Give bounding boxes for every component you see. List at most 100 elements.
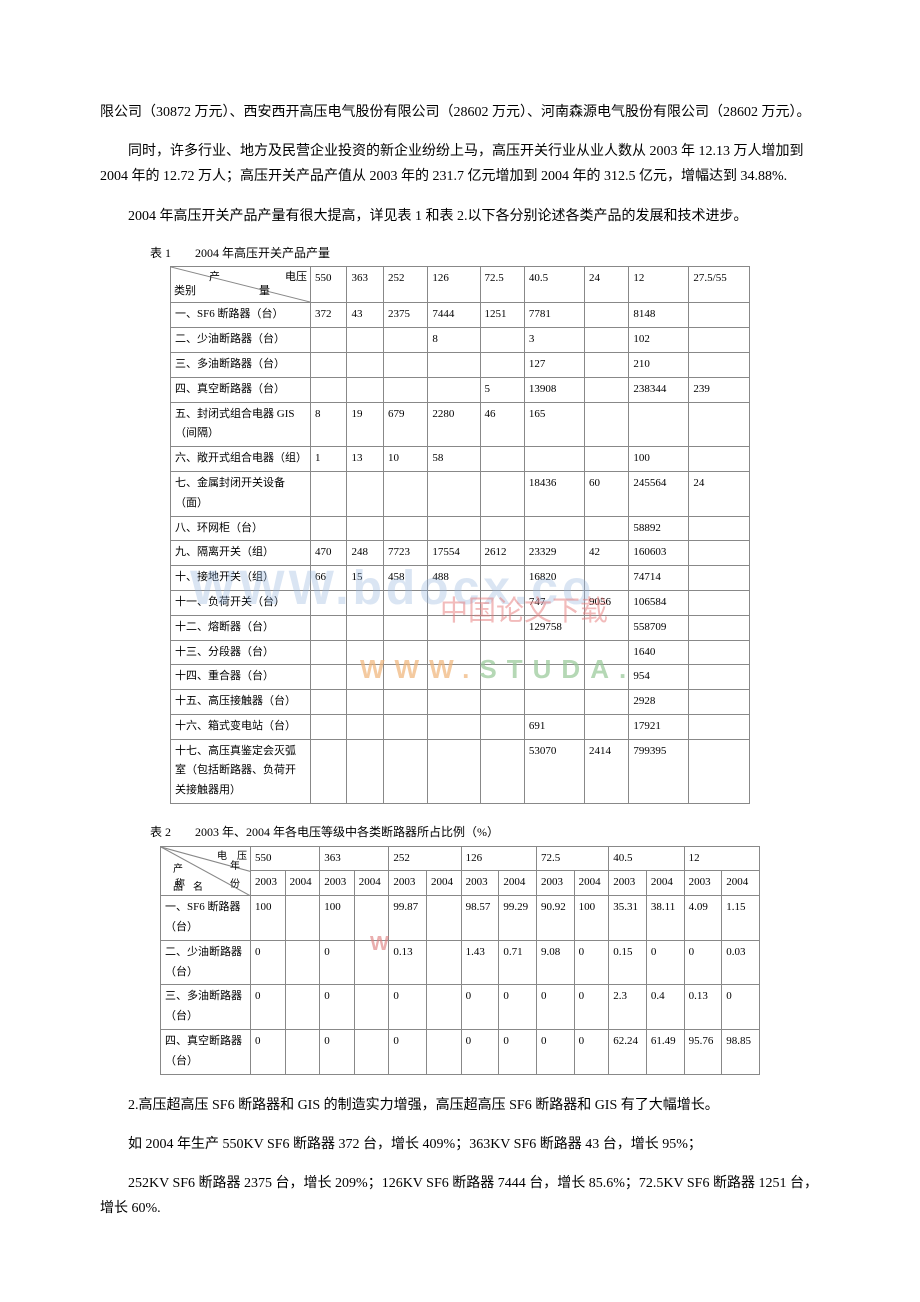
- cell: 95.76: [684, 1030, 722, 1075]
- cell: [285, 896, 320, 941]
- cell: [347, 352, 383, 377]
- cell: 100: [574, 896, 609, 941]
- cell: [524, 640, 584, 665]
- cell: 248: [347, 541, 383, 566]
- table-row: 三、多油断路器（台）00000002.30.40.130: [161, 985, 760, 1030]
- t1-col: 252: [383, 267, 427, 303]
- cell: [480, 471, 524, 516]
- cell: 2612: [480, 541, 524, 566]
- cell: 102: [629, 328, 689, 353]
- row-label: 四、真空断路器（台）: [161, 1030, 251, 1075]
- row-label: 三、多油断路器（台）: [171, 352, 311, 377]
- row-label: 十五、高压接触器（台）: [171, 690, 311, 715]
- diag-label-voltage: 电压: [285, 268, 307, 288]
- cell: 38.11: [646, 896, 684, 941]
- t2-group: 126: [461, 846, 536, 871]
- cell: [383, 516, 427, 541]
- cell: [689, 541, 750, 566]
- cell: 0.13: [389, 940, 427, 985]
- t2-subcol: 2003: [251, 871, 286, 896]
- t2-subcol: 2003: [389, 871, 427, 896]
- cell: 129758: [524, 615, 584, 640]
- cell: 9056: [584, 590, 628, 615]
- table-row: 二、少油断路器（台）83102: [171, 328, 750, 353]
- t2-subcol: 2003: [320, 871, 355, 896]
- cell: [347, 471, 383, 516]
- cell: [584, 665, 628, 690]
- cell: [311, 516, 347, 541]
- cell: [584, 615, 628, 640]
- cell: [428, 640, 480, 665]
- cell: 98.57: [461, 896, 499, 941]
- t1-col: 72.5: [480, 267, 524, 303]
- t2-subcol: 2004: [499, 871, 537, 896]
- cell: [311, 590, 347, 615]
- cell: 1640: [629, 640, 689, 665]
- t1-col: 363: [347, 267, 383, 303]
- t1-col: 27.5/55: [689, 267, 750, 303]
- cell: [689, 516, 750, 541]
- cell: 0: [684, 940, 722, 985]
- table1: 产 电压 量 类别 550 363 252 126 72.5 40.5 24 1…: [170, 266, 750, 804]
- cell: 46: [480, 402, 524, 447]
- cell: 799395: [629, 739, 689, 803]
- cell: [480, 566, 524, 591]
- cell: [347, 590, 383, 615]
- t1-col: 550: [311, 267, 347, 303]
- table1-caption: 表 1 2004 年高压开关产品产量: [150, 243, 820, 265]
- t2-subcol: 2003: [536, 871, 574, 896]
- row-label: 一、SF6 断路器（台）: [171, 303, 311, 328]
- t2-subcol: 2004: [722, 871, 760, 896]
- cell: 691: [524, 714, 584, 739]
- row-label: 十、接地开关（组）: [171, 566, 311, 591]
- cell: [689, 665, 750, 690]
- row-label: 九、隔离开关（组）: [171, 541, 311, 566]
- cell: 7781: [524, 303, 584, 328]
- cell: 0: [320, 940, 355, 985]
- cell: 1.43: [461, 940, 499, 985]
- cell: 10: [383, 447, 427, 472]
- cell: [383, 377, 427, 402]
- cell: 19: [347, 402, 383, 447]
- cell: 35.31: [609, 896, 647, 941]
- cell: [689, 590, 750, 615]
- table-row: 五、封闭式组合电器 GIS（间隔）819679228046165: [171, 402, 750, 447]
- cell: [347, 690, 383, 715]
- cell: 42: [584, 541, 628, 566]
- table-row: 一、SF6 断路器（台）3724323757444125177818148: [171, 303, 750, 328]
- t2-group: 550: [251, 846, 320, 871]
- cell: [347, 739, 383, 803]
- cell: 210: [629, 352, 689, 377]
- cell: [427, 940, 462, 985]
- cell: [311, 471, 347, 516]
- cell: [584, 690, 628, 715]
- cell: 60: [584, 471, 628, 516]
- table-row: 九、隔离开关（组）4702487723175542612233294216060…: [171, 541, 750, 566]
- cell: [480, 447, 524, 472]
- row-label: 十四、重合器（台）: [171, 665, 311, 690]
- cell: 2280: [428, 402, 480, 447]
- cell: 7444: [428, 303, 480, 328]
- row-label: 十一、负荷开关（台）: [171, 590, 311, 615]
- table-row: 十二、熔断器（台）129758558709: [171, 615, 750, 640]
- table-row: 四、真空断路器（台）000000062.2461.4995.7698.85: [161, 1030, 760, 1075]
- cell: 106584: [629, 590, 689, 615]
- table2-corner-cell: 电 压 产品 名 年份 称: [161, 846, 251, 896]
- cell: 0: [536, 985, 574, 1030]
- cell: 245564: [629, 471, 689, 516]
- t2-subcol: 2003: [684, 871, 722, 896]
- table-row: 八、环网柜（台）58892: [171, 516, 750, 541]
- cell: 747: [524, 590, 584, 615]
- cell: [354, 940, 389, 985]
- cell: 2928: [629, 690, 689, 715]
- cell: [689, 739, 750, 803]
- cell: [285, 1030, 320, 1075]
- cell: [347, 516, 383, 541]
- cell: 9.08: [536, 940, 574, 985]
- cell: [311, 739, 347, 803]
- cell: 458: [383, 566, 427, 591]
- cell: [584, 516, 628, 541]
- cell: 1: [311, 447, 347, 472]
- cell: [428, 615, 480, 640]
- cell: 15: [347, 566, 383, 591]
